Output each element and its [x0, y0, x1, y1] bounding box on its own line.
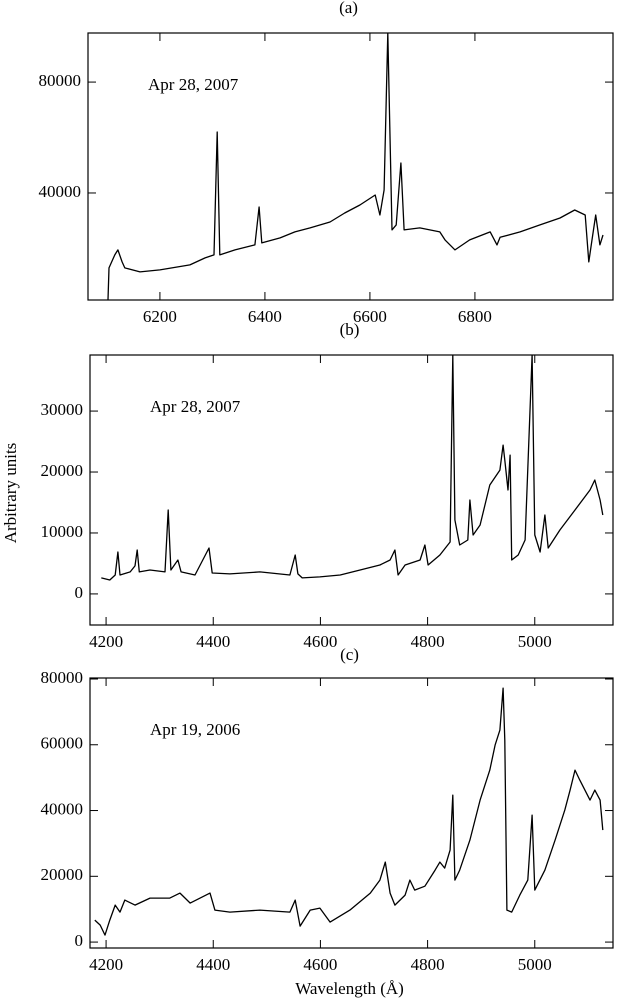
y-tick-label: 20000: [41, 865, 84, 884]
x-tick-label: 4800: [411, 955, 445, 974]
panel-title: (a): [339, 0, 358, 17]
x-tick-label: 6800: [458, 307, 492, 326]
x-tick-label: 5000: [518, 632, 552, 651]
x-axis-label: Wavelength (Å): [295, 979, 404, 998]
plot-frame: [89, 354, 614, 626]
x-tick-label: 6400: [248, 307, 282, 326]
panel-title: (c): [340, 645, 359, 664]
spectrum-line: [101, 355, 604, 581]
y-tick-label: 40000: [41, 799, 84, 818]
y-axis-label: Arbitrary units: [1, 443, 20, 544]
x-tick-label: 5000: [518, 955, 552, 974]
x-tick-label: 4400: [196, 632, 230, 651]
y-tick-label: 40000: [39, 182, 82, 201]
x-tick-label: 4200: [89, 632, 123, 651]
y-tick-label: 0: [75, 583, 84, 602]
y-tick-label: 60000: [41, 734, 84, 753]
x-tick-label: 4800: [411, 632, 445, 651]
x-tick-label: 4200: [89, 955, 123, 974]
spectrum-line: [107, 33, 604, 300]
y-tick-label: 0: [75, 931, 84, 950]
annotation: Apr 28, 2007: [150, 397, 241, 416]
x-tick-label: 6600: [353, 307, 387, 326]
panel-title: (b): [340, 320, 360, 339]
x-tick-label: 6200: [143, 307, 177, 326]
x-tick-label: 4600: [303, 955, 337, 974]
y-tick-label: 20000: [41, 461, 84, 480]
annotation: Apr 28, 2007: [148, 75, 239, 94]
annotation: Apr 19, 2006: [150, 720, 240, 739]
x-tick-label: 4400: [196, 955, 230, 974]
plot-frame: [87, 32, 614, 301]
plot-frame: [89, 677, 614, 949]
y-tick-label: 80000: [41, 668, 84, 687]
y-tick-label: 30000: [41, 400, 84, 419]
spectrum-line: [94, 687, 604, 936]
y-tick-label: 80000: [39, 71, 82, 90]
y-tick-label: 10000: [41, 522, 84, 541]
x-tick-label: 4600: [303, 632, 337, 651]
